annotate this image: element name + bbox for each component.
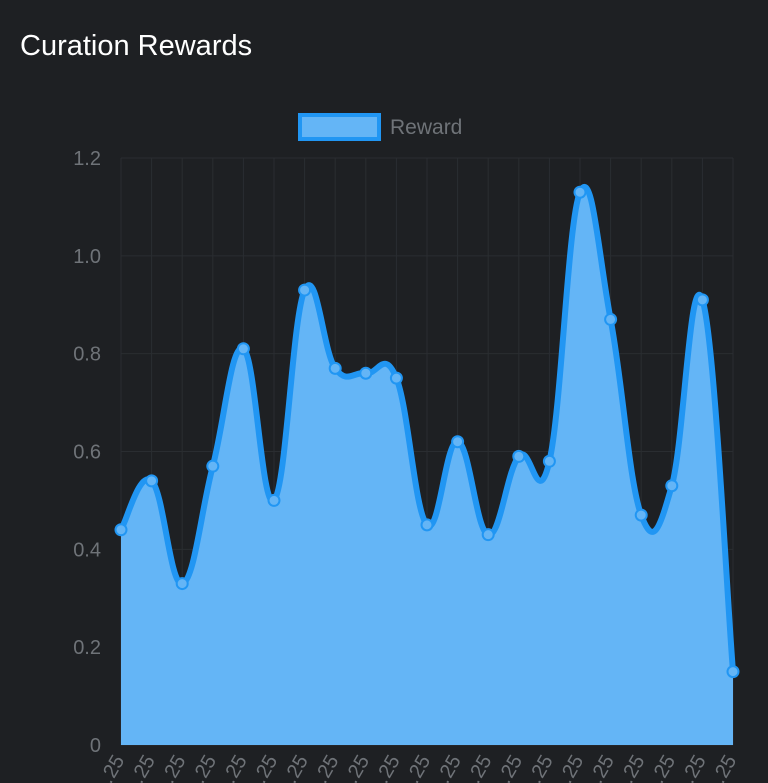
data-point	[604, 312, 618, 326]
reward-data-points	[114, 185, 740, 679]
y-tick-label: 1.0	[73, 246, 101, 268]
data-point	[665, 479, 679, 493]
data-point	[512, 449, 526, 463]
chart-legend[interactable]: Reward	[298, 113, 462, 141]
reward-area-fill	[121, 186, 733, 746]
data-point	[298, 283, 312, 297]
legend-swatch-reward	[298, 113, 381, 141]
data-point	[328, 361, 342, 375]
data-point	[420, 518, 434, 532]
legend-label-reward: Reward	[390, 116, 462, 139]
data-point	[236, 342, 250, 356]
data-point	[726, 665, 740, 679]
y-tick-label: 0.8	[73, 344, 101, 366]
data-point	[389, 371, 403, 385]
data-point	[145, 474, 159, 488]
data-point	[451, 435, 465, 449]
data-point	[175, 577, 189, 591]
x-axis-ticks: …25…25…25…25…25…25…25…25…25…25…25…25…25……	[89, 752, 741, 783]
data-point	[267, 493, 281, 507]
y-axis-ticks: 0 0.2 0.4 0.6 0.8 1.0 1.2	[73, 148, 101, 757]
data-point	[206, 459, 220, 473]
y-tick-label: 1.2	[73, 148, 101, 170]
y-tick-label: 0.6	[73, 442, 101, 464]
y-tick-label: 0.4	[73, 539, 101, 561]
data-point	[359, 366, 373, 380]
data-point	[114, 523, 128, 537]
chart-title: Curation Rewards	[20, 30, 253, 62]
y-tick-label: 0.2	[73, 637, 101, 659]
data-point	[573, 185, 587, 199]
data-point	[481, 528, 495, 542]
data-point	[542, 454, 556, 468]
y-tick-label: 0	[90, 735, 101, 757]
data-point	[695, 293, 709, 307]
data-point	[634, 508, 648, 522]
